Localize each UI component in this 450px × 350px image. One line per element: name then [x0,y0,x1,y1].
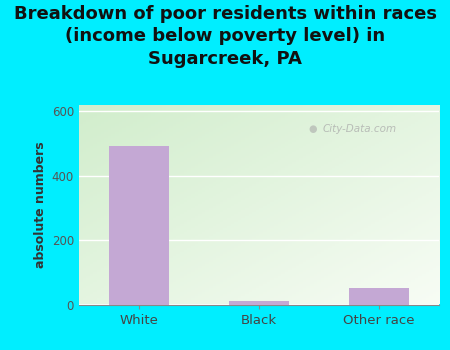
Bar [109,146,169,304]
Bar [349,288,409,304]
Text: City-Data.com: City-Data.com [323,124,396,134]
Y-axis label: absolute numbers: absolute numbers [35,141,47,268]
Text: Breakdown of poor residents within races
(income below poverty level) in
Sugarcr: Breakdown of poor residents within races… [14,5,436,68]
Bar [229,301,289,304]
Text: ●: ● [309,124,317,134]
